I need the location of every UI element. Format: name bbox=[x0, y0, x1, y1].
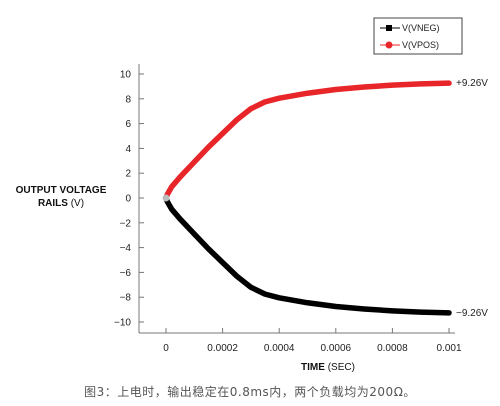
y-tick-label: 8 bbox=[125, 94, 131, 105]
y-tick-label: −6 bbox=[120, 268, 132, 279]
x-tick-label: 0.001 bbox=[436, 343, 461, 354]
series-line-vpos bbox=[163, 80, 452, 201]
x-tick-label: 0.0006 bbox=[321, 343, 352, 354]
series-line-vneg bbox=[163, 195, 452, 316]
x-tick-label: 0.0004 bbox=[264, 343, 295, 354]
legend: V(VNEG) V(VPOS) bbox=[373, 17, 463, 55]
x-tick-label: 0.0008 bbox=[377, 343, 408, 354]
vneg-end-label: −9.26V bbox=[456, 308, 488, 319]
x-axis-title: TIME (SEC) bbox=[301, 362, 355, 373]
y-tick-label: −10 bbox=[114, 318, 131, 329]
y-tick-label: 4 bbox=[125, 144, 131, 155]
y-axis-title-line2: RAILS (V) bbox=[38, 198, 84, 209]
origin-point bbox=[162, 194, 170, 202]
y-tick-label: 6 bbox=[125, 119, 131, 130]
legend-vneg-marker bbox=[386, 25, 392, 31]
legend-vneg-label: V(VNEG) bbox=[402, 23, 440, 33]
y-axis-title-line1: OUTPUT VOLTAGE bbox=[16, 185, 107, 196]
figure-caption: 图3：上电时，输出稳定在0.8ms内，两个负载均为200Ω。 bbox=[84, 385, 416, 399]
legend-vpos-marker bbox=[385, 41, 393, 49]
legend-vpos-label: V(VPOS) bbox=[402, 40, 439, 50]
line-chart: OUTPUT VOLTAGE RAILS (V) TIME (SEC) 10 8 6… bbox=[16, 17, 488, 373]
vpos-end-label: +9.26V bbox=[456, 78, 488, 89]
y-tick-label: −2 bbox=[120, 218, 132, 229]
y-tick-label: −4 bbox=[120, 243, 132, 254]
x-tick-label: 0.0002 bbox=[207, 343, 238, 354]
y-tick-label: −8 bbox=[120, 293, 132, 304]
y-tick-label: 10 bbox=[120, 70, 132, 81]
y-tick-label: 0 bbox=[125, 194, 131, 205]
y-tick-label: 2 bbox=[125, 169, 131, 180]
x-tick-label: 0 bbox=[163, 343, 169, 354]
